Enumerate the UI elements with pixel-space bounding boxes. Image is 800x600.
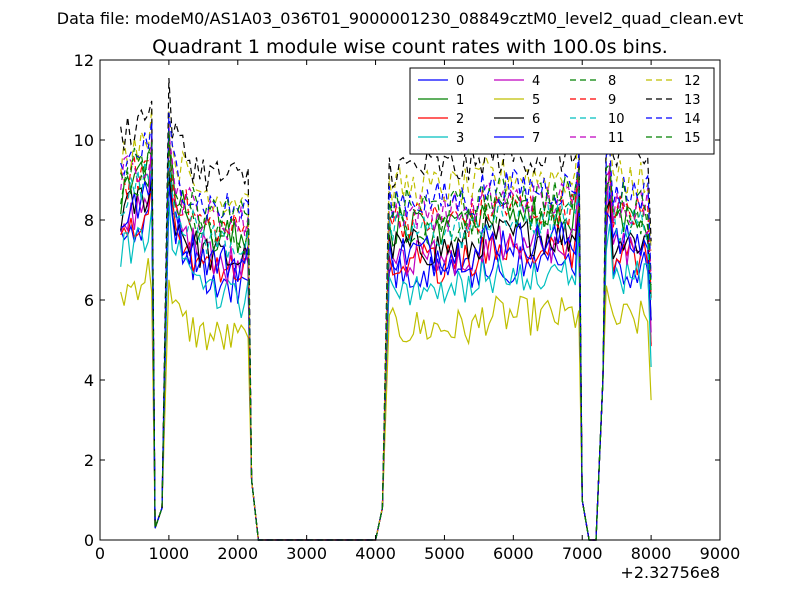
legend-label-9: 9 [608,93,616,108]
y-tick-label: 2 [84,451,94,470]
legend-label-5: 5 [532,93,540,108]
x-offset-label: +2.32756e8 [620,563,720,582]
x-tick-label: 0 [95,544,105,563]
legend-label-12: 12 [684,74,701,89]
x-tick-label: 3000 [286,544,327,563]
series-line-3 [120,199,652,541]
legend-label-6: 6 [532,112,540,127]
x-tick-label: 5000 [424,544,465,563]
y-tick-label: 6 [84,291,94,310]
y-tick-label: 4 [84,371,94,390]
legend-label-7: 7 [532,131,540,146]
legend-label-13: 13 [684,93,701,108]
legend-label-4: 4 [532,74,540,89]
series-line-7 [120,181,652,541]
series-line-4 [120,124,652,541]
legend-label-15: 15 [684,131,701,146]
chart-title: Quadrant 1 module wise count rates with … [152,36,668,58]
series-line-9 [120,140,652,541]
x-tick-label: 8000 [631,544,672,563]
plot-lines [120,77,652,541]
legend-label-11: 11 [608,131,625,146]
series-line-8 [120,142,652,541]
series-line-5 [120,258,652,541]
series-line-11 [120,132,652,541]
legend-label-0: 0 [456,74,464,89]
y-tick-label: 10 [74,131,94,150]
axes-ticks: 0 1000 2000 3000 4000 5000 6000 7000 8000 9000 0 2 4… [74,51,741,563]
legend-box [409,67,715,155]
legend-label-3: 3 [456,131,464,146]
series-line-10 [120,161,652,541]
x-tick-label: 6000 [493,544,534,563]
y-tick-label: 12 [74,51,94,70]
suptitle: Data file: modeM0/AS1A03_036T01_90000012… [57,9,743,29]
series-line-13 [120,77,652,541]
x-tick-label: 7000 [562,544,603,563]
legend-label-10: 10 [608,112,625,127]
legend-label-8: 8 [608,74,616,89]
x-tick-label: 1000 [149,544,190,563]
y-tick-label: 8 [84,211,94,230]
x-tick-label: 2000 [217,544,258,563]
series-line-6 [120,170,652,541]
legend-label-2: 2 [456,112,464,127]
y-tick-label: 0 [84,531,94,550]
legend-label-1: 1 [456,93,464,108]
legend-label-14: 14 [684,112,701,127]
series-line-15 [120,130,652,541]
x-tick-label: 9000 [700,544,741,563]
x-tick-label: 4000 [355,544,396,563]
